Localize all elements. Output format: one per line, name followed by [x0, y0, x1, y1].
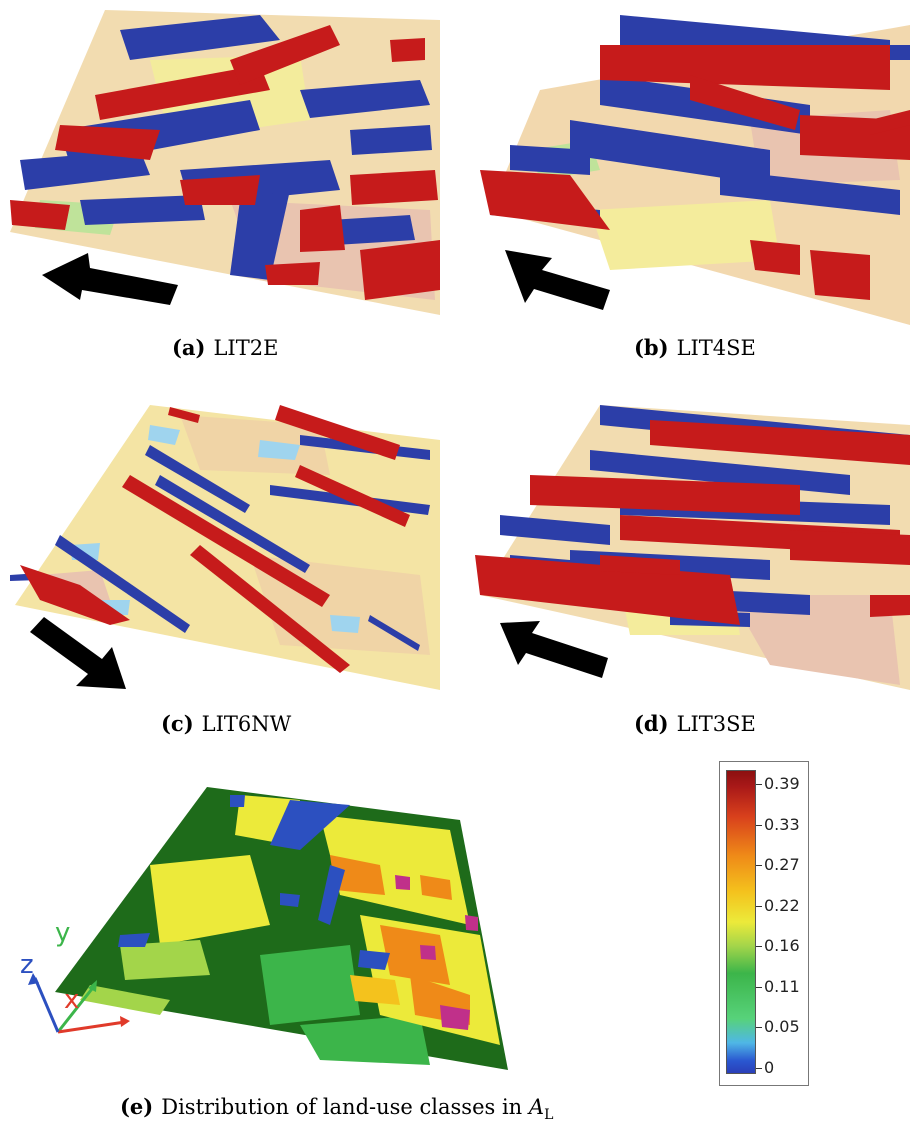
colorbar: 0.39 0.33 0.27 0.22 0.16 0.11 0.05 0 — [719, 761, 809, 1086]
ground-plane — [490, 25, 910, 325]
land-use-patches — [80, 795, 500, 1065]
caption-name: LIT2E — [213, 336, 279, 360]
colorbar-tick-mark — [756, 986, 762, 988]
caption-d: (d) LIT3SE — [634, 711, 756, 736]
caption-name: LIT6NW — [201, 712, 292, 736]
axes-triad — [28, 973, 130, 1034]
panel-a-render — [0, 0, 450, 325]
wind-direction-arrow — [505, 250, 610, 310]
downdraft-structures — [10, 435, 430, 651]
colorbar-tick-label: 0 — [764, 1057, 775, 1077]
axis-label-y: y — [55, 918, 71, 948]
caption-name: LIT3SE — [676, 712, 756, 736]
panel-a-svg — [10, 10, 440, 315]
colorbar-tick-mark — [756, 946, 762, 947]
panel-d-render — [470, 395, 914, 695]
updraft-structures — [10, 25, 440, 300]
ground-patch — [590, 200, 780, 270]
panel-b-svg — [480, 15, 910, 325]
wind-direction-arrow — [500, 621, 608, 678]
ground-patch — [180, 415, 330, 475]
caption-e: (e) Distribution of land-use classes in A… — [120, 1094, 553, 1123]
colorbar-tick-label: 0.05 — [764, 1017, 800, 1036]
colorbar-tick-label: 0.27 — [764, 855, 800, 874]
colorbar-tick-mark — [756, 1067, 762, 1069]
caption-name: LIT4SE — [676, 336, 756, 360]
axis-label-x: x — [64, 985, 80, 1015]
axis-label-z: z — [20, 950, 34, 980]
colorbar-tick-mark — [756, 784, 762, 785]
caption-label: (e) — [120, 1094, 154, 1119]
panel-b-render — [470, 0, 914, 325]
panel-e-svg — [28, 787, 508, 1070]
colorbar-tick-mark — [756, 905, 762, 907]
caption-b: (b) LIT4SE — [634, 335, 756, 360]
colorbar-gradient — [726, 770, 756, 1074]
caption-text: Distribution of land-use classes in — [161, 1095, 523, 1119]
caption-c: (c) LIT6NW — [161, 711, 291, 736]
caption-label: (c) — [161, 711, 194, 736]
colorbar-tick-label: 0.33 — [764, 814, 800, 834]
colorbar-tick-mark — [756, 1027, 762, 1028]
caption-a: (a) LIT2E — [172, 335, 278, 360]
colorbar-tick-label: 0.11 — [764, 976, 800, 996]
colorbar-tick-label: 0.16 — [764, 936, 800, 955]
colorbar-tick-mark — [756, 865, 762, 866]
ground-patch — [730, 595, 900, 685]
colorbar-tick-mark — [756, 824, 762, 826]
caption-symbol: A — [528, 1095, 545, 1119]
panel-d-svg — [475, 405, 910, 690]
updraft-structures — [480, 45, 910, 300]
colorbar-tick-label: 0.39 — [764, 774, 800, 793]
downdraft-structures — [20, 15, 432, 280]
wind-direction-arrow — [30, 617, 126, 689]
caption-label: (d) — [634, 711, 669, 736]
wind-direction-arrow — [42, 253, 178, 305]
caption-label: (b) — [634, 335, 669, 360]
caption-subscript: L — [544, 1107, 554, 1124]
colorbar-tick-label: 0.22 — [764, 895, 800, 915]
updraft-structures — [20, 405, 410, 673]
panel-e-render — [0, 775, 520, 1075]
panel-c-svg — [10, 405, 440, 690]
updraft-structures — [475, 420, 910, 625]
caption-label: (a) — [172, 335, 206, 360]
panel-c-render — [0, 395, 450, 695]
